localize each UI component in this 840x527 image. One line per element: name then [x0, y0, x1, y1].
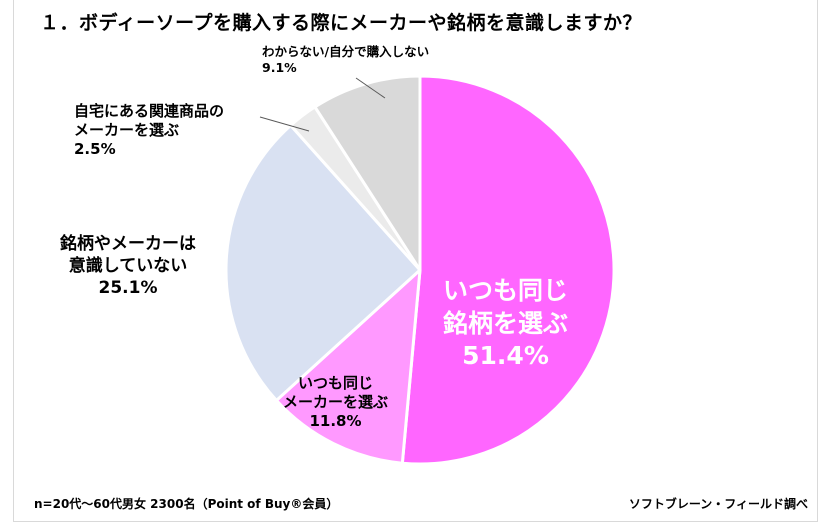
leader-line-dont-know: [355, 77, 386, 99]
label-dont-know: わからない/自分で購入しない 9.1%: [262, 44, 429, 76]
slice-same-brand: [400, 74, 616, 466]
label-not-aware-line2: 意識していない: [68, 255, 188, 276]
label-same-brand: いつも同じ 銘柄を選ぶ 51.4%: [443, 275, 568, 373]
label-dont-know-line1: わからない/自分で購入しない: [262, 44, 430, 59]
label-same-brand-line2: 銘柄を選ぶ: [443, 308, 569, 338]
label-home-related-pct: 2.5%: [74, 140, 116, 159]
slice-not-aware: [224, 123, 422, 402]
label-same-maker-pct: 11.8%: [309, 412, 362, 431]
label-not-aware: 銘柄やメーカーは 意識していない 25.1%: [60, 234, 196, 299]
label-home-related: 自宅にある関連商品の メーカーを選ぶ 2.5%: [74, 102, 224, 160]
slice-same-maker: [274, 268, 422, 465]
label-same-brand-pct: 51.4%: [462, 341, 549, 370]
source-note: ソフトブレーン・フィールド調べ: [628, 497, 808, 511]
label-same-maker-line2: メーカーを選ぶ: [283, 393, 389, 412]
label-same-maker-line1: いつも同じ: [298, 374, 374, 392]
label-not-aware-pct: 25.1%: [98, 277, 158, 298]
label-same-brand-line1: いつも同じ: [443, 276, 569, 305]
label-dont-know-pct: 9.1%: [262, 60, 297, 75]
label-home-related-line1: 自宅にある関連商品の: [74, 102, 225, 120]
label-same-maker: いつも同じ メーカーを選ぶ 11.8%: [283, 374, 388, 432]
chart-title: １．ボディーソープを購入する際にメーカーや銘柄を意識しますか？: [40, 12, 643, 34]
sample-note: n=20代～60代男女 2300名（Point of Buy®会員）: [34, 497, 339, 511]
label-not-aware-line1: 銘柄やメーカーは: [60, 234, 196, 254]
leader-line-home-related: [259, 116, 310, 132]
label-home-related-line2: メーカーを選ぶ: [74, 121, 180, 140]
pie-slices: [224, 74, 616, 466]
